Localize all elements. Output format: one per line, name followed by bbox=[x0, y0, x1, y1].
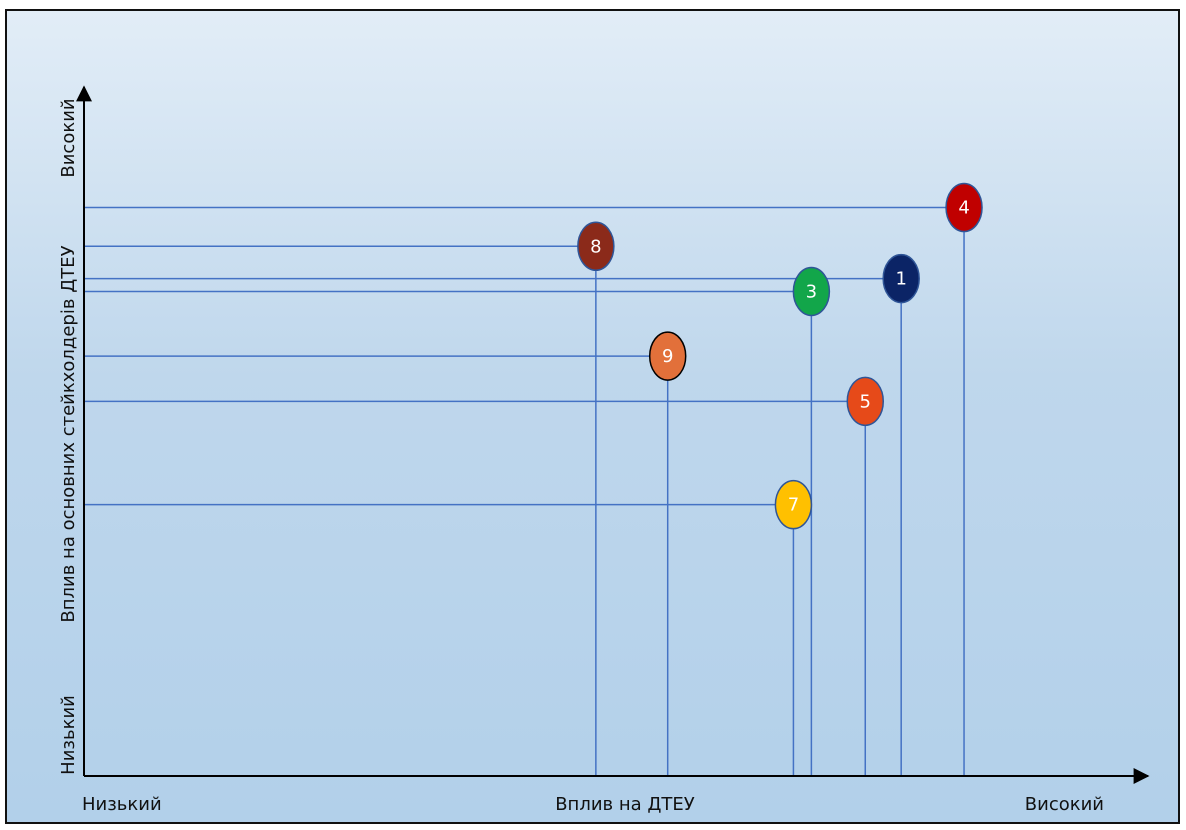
x-axis-label: Вплив на ДТЕУ bbox=[555, 794, 695, 815]
data-point: 1 bbox=[882, 253, 920, 304]
data-point-marker-3 bbox=[792, 266, 831, 317]
data-point-marker-5 bbox=[846, 376, 885, 427]
data-point-marker-4 bbox=[945, 182, 983, 233]
data-point-marker-8 bbox=[577, 221, 615, 272]
x-tick-high: Високий bbox=[1025, 794, 1104, 815]
y-tick-low: Низький bbox=[58, 695, 79, 775]
guide-lines bbox=[84, 206, 965, 776]
y-axis-label: Вплив на основних стейкхолдерів ДТЕУ bbox=[58, 245, 79, 622]
x-tick-low: Низький bbox=[82, 794, 162, 815]
data-point: 3 bbox=[792, 266, 831, 317]
data-point: 8 bbox=[577, 221, 615, 272]
chart-frame bbox=[5, 9, 1180, 824]
data-point-label-4: 4 bbox=[958, 198, 969, 219]
y-tick-high: Високий bbox=[58, 98, 79, 177]
data-point-label-7: 7 bbox=[788, 495, 799, 516]
data-point: 4 bbox=[945, 182, 983, 233]
data-point-marker-1 bbox=[882, 253, 920, 304]
data-point-label-1: 1 bbox=[895, 269, 906, 290]
data-point: 7 bbox=[774, 479, 813, 530]
data-point-marker-7 bbox=[774, 479, 813, 530]
data-point: 9 bbox=[648, 331, 687, 381]
data-point-marker-9 bbox=[648, 331, 687, 381]
data-point-label-9: 9 bbox=[662, 346, 673, 367]
data-point-label-3: 3 bbox=[806, 282, 817, 303]
data-point-label-5: 5 bbox=[860, 391, 871, 412]
data-point-label-8: 8 bbox=[590, 236, 601, 257]
data-point: 5 bbox=[846, 376, 885, 427]
